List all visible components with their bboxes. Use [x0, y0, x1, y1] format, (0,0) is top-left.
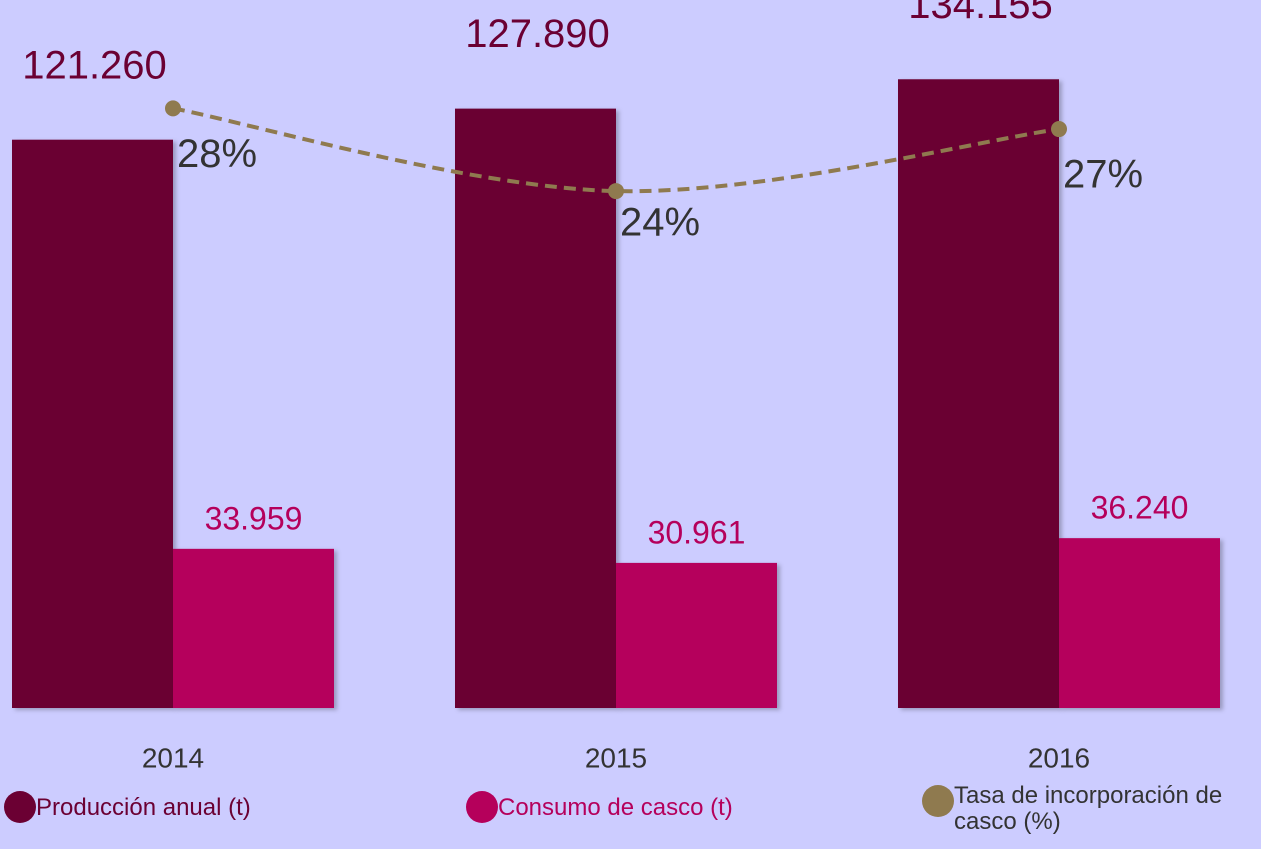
x-tick-label: 2014 [142, 742, 204, 773]
line [172, 106, 1060, 194]
data-label: 121.260 [22, 43, 167, 87]
data-label: 33.959 [205, 500, 303, 536]
point [165, 100, 181, 117]
bar [1059, 538, 1220, 708]
legend-item: Producción anual (t) [4, 791, 334, 823]
data-label: 27% [1063, 153, 1143, 197]
bar [173, 548, 334, 708]
point [1051, 121, 1067, 138]
legend-label: Producción anual (t) [36, 794, 251, 821]
data-label: 127.890 [465, 12, 610, 56]
legend-marker [4, 791, 36, 823]
x-tick-label: 2015 [585, 742, 647, 773]
bar [455, 108, 616, 709]
data-label: 30.961 [648, 514, 746, 550]
legend-label: Tasa de incorporación de casco (%) [954, 782, 1223, 835]
bar [616, 562, 777, 708]
bar [898, 79, 1059, 708]
legend-item: Consumo de casco (t) [466, 791, 846, 823]
x-tick-label: 2016 [1028, 742, 1090, 773]
legend-marker [922, 785, 954, 817]
data-label: 36.240 [1091, 490, 1189, 526]
data-label: 24% [620, 201, 700, 245]
data-label: 28% [177, 132, 257, 176]
legend-label: Consumo de casco (t) [498, 794, 733, 821]
data-label: 134.155 [908, 0, 1053, 27]
bar [12, 139, 173, 708]
legend-marker [466, 791, 498, 823]
legend-item: Tasa de incorporación de casco (%) [922, 783, 1261, 835]
point [608, 183, 624, 200]
